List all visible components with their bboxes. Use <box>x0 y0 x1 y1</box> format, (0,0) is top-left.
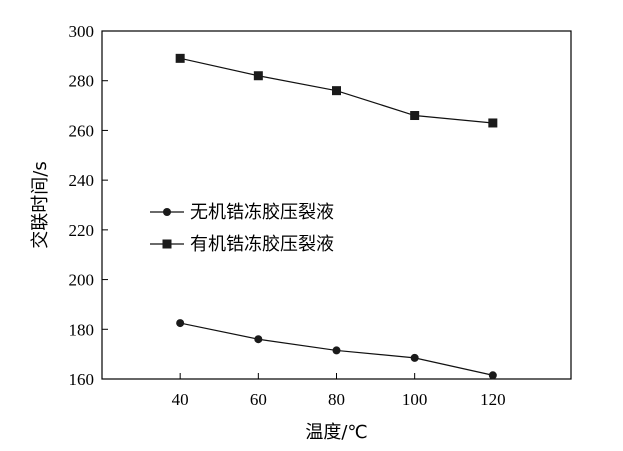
data-point <box>488 371 497 380</box>
y-tick-label: 280 <box>69 72 95 91</box>
legend-marker <box>163 208 171 216</box>
x-tick-label: 60 <box>250 390 267 409</box>
y-tick-label: 200 <box>69 271 95 290</box>
y-tick-label: 240 <box>69 171 95 190</box>
legend-marker <box>162 239 172 249</box>
y-tick-label: 300 <box>69 22 95 41</box>
series-layer <box>175 53 498 380</box>
axes <box>101 30 572 380</box>
y-tick-label: 220 <box>69 221 95 240</box>
x-tick-label: 100 <box>402 390 428 409</box>
series-2 <box>175 53 498 128</box>
legend-item: 有机锆冻胶压裂液 <box>150 234 334 255</box>
x-tick-label: 40 <box>172 390 189 409</box>
legend-item: 无机锆冻胶压裂液 <box>150 202 334 223</box>
series-1 <box>176 319 497 380</box>
y-tick-label: 260 <box>69 121 95 140</box>
y-tick-label: 180 <box>69 320 95 339</box>
data-point <box>332 86 341 96</box>
y-axis-title: 交联时间/s <box>30 161 51 248</box>
x-tick-label: 80 <box>328 390 345 409</box>
data-point <box>254 335 263 344</box>
data-point <box>410 111 420 121</box>
data-point <box>488 118 498 128</box>
data-point <box>410 353 419 362</box>
data-point <box>176 319 185 328</box>
legend-label: 无机锆冻胶压裂液 <box>190 202 334 223</box>
x-axis-title: 温度/℃ <box>305 422 367 443</box>
plot-frame <box>101 30 572 380</box>
y-tick-label: 160 <box>69 370 95 389</box>
x-tick-label: 120 <box>480 390 506 409</box>
data-point <box>253 71 263 81</box>
data-point <box>332 346 341 355</box>
legend-label: 有机锆冻胶压裂液 <box>190 234 334 255</box>
data-point <box>175 53 185 63</box>
ticks: 40 60 80 100 120 160 180 200 220 240 260 280 300 <box>69 22 506 409</box>
